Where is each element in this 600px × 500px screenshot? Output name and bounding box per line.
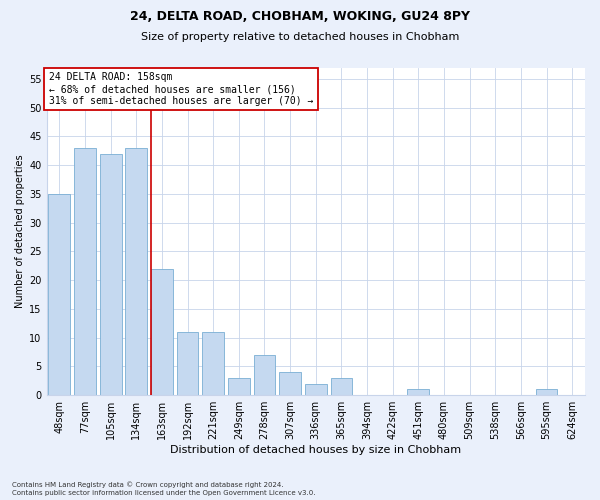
Bar: [74, 148, 96, 395]
X-axis label: Distribution of detached houses by size in Chobham: Distribution of detached houses by size …: [170, 445, 461, 455]
Text: Contains public sector information licensed under the Open Government Licence v3: Contains public sector information licen…: [12, 490, 316, 496]
Bar: [202, 332, 224, 395]
Text: 24, DELTA ROAD, CHOBHAM, WOKING, GU24 8PY: 24, DELTA ROAD, CHOBHAM, WOKING, GU24 8P…: [130, 10, 470, 23]
Bar: [151, 268, 173, 395]
Bar: [49, 194, 70, 395]
Bar: [228, 378, 250, 395]
Bar: [125, 148, 147, 395]
Bar: [100, 154, 122, 395]
Bar: [536, 390, 557, 395]
Bar: [331, 378, 352, 395]
Y-axis label: Number of detached properties: Number of detached properties: [15, 154, 25, 308]
Text: 24 DELTA ROAD: 158sqm
← 68% of detached houses are smaller (156)
31% of semi-det: 24 DELTA ROAD: 158sqm ← 68% of detached …: [49, 72, 314, 106]
Bar: [279, 372, 301, 395]
Bar: [305, 384, 326, 395]
Bar: [407, 390, 429, 395]
Text: Contains HM Land Registry data © Crown copyright and database right 2024.: Contains HM Land Registry data © Crown c…: [12, 481, 284, 488]
Text: Size of property relative to detached houses in Chobham: Size of property relative to detached ho…: [141, 32, 459, 42]
Bar: [254, 355, 275, 395]
Bar: [176, 332, 199, 395]
